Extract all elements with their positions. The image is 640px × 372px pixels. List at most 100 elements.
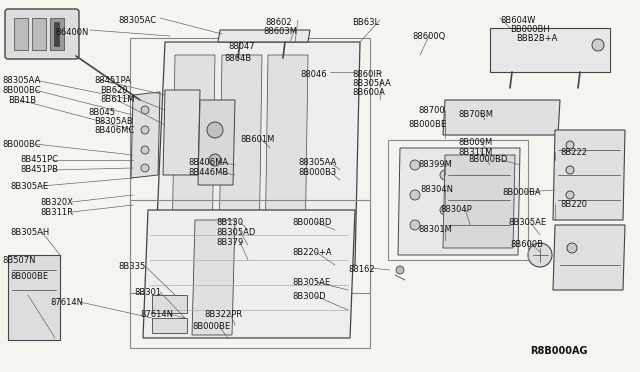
Text: 8B305AE: 8B305AE — [292, 278, 330, 287]
Text: 8B009M: 8B009M — [458, 138, 492, 147]
Bar — [14, 18, 28, 50]
Text: 88451PA: 88451PA — [94, 76, 131, 85]
Text: 8B220: 8B220 — [560, 200, 587, 209]
Text: 8B000BA: 8B000BA — [502, 188, 541, 197]
Text: 8B70BM: 8B70BM — [458, 110, 493, 119]
Text: 8B305AA: 8B305AA — [352, 79, 391, 88]
FancyBboxPatch shape — [5, 9, 79, 59]
Text: 8B611M: 8B611M — [100, 95, 134, 104]
Circle shape — [528, 243, 552, 267]
Polygon shape — [163, 90, 200, 175]
Text: 8B451PB: 8B451PB — [20, 165, 58, 174]
Text: 88600Q: 88600Q — [412, 32, 445, 41]
Circle shape — [566, 141, 574, 149]
Text: 88399M: 88399M — [418, 160, 452, 169]
Text: 88305AA: 88305AA — [2, 76, 40, 85]
Text: 8B406MC: 8B406MC — [94, 126, 134, 135]
Text: 8864B: 8864B — [224, 54, 252, 63]
Polygon shape — [490, 28, 610, 72]
Text: 88603M: 88603M — [263, 27, 297, 36]
Text: 8B305AE: 8B305AE — [10, 182, 48, 191]
Circle shape — [440, 205, 450, 215]
Text: 8860IR: 8860IR — [352, 70, 381, 79]
Circle shape — [410, 220, 420, 230]
Circle shape — [440, 170, 450, 180]
Text: 8B335: 8B335 — [118, 262, 145, 271]
Bar — [388, 140, 528, 260]
Text: 8B305AD: 8B305AD — [216, 228, 255, 237]
Text: BB000BH: BB000BH — [510, 25, 550, 34]
Polygon shape — [143, 210, 355, 338]
Bar — [152, 295, 187, 313]
Polygon shape — [172, 55, 215, 255]
Polygon shape — [8, 255, 60, 340]
Circle shape — [567, 243, 577, 253]
Text: 8B300D: 8B300D — [292, 292, 326, 301]
Polygon shape — [218, 30, 310, 42]
Text: 88700: 88700 — [418, 106, 445, 115]
Text: 8B406MA: 8B406MA — [188, 158, 228, 167]
Polygon shape — [198, 100, 235, 185]
Text: 8B301: 8B301 — [134, 288, 161, 297]
Text: 8B000BD: 8B000BD — [292, 218, 332, 227]
Text: 8B451PC: 8B451PC — [20, 155, 58, 164]
Circle shape — [410, 190, 420, 200]
Bar — [130, 200, 370, 348]
Text: 88305AA: 88305AA — [298, 158, 337, 167]
Polygon shape — [155, 42, 360, 265]
Bar — [130, 38, 370, 293]
Text: 8B000BD: 8B000BD — [468, 155, 508, 164]
Circle shape — [141, 106, 149, 114]
Text: 8B000BC: 8B000BC — [2, 86, 40, 95]
Text: 8B379: 8B379 — [216, 238, 243, 247]
Text: BB41B: BB41B — [8, 96, 36, 105]
Text: B6400N: B6400N — [55, 28, 88, 37]
Bar — [54, 22, 59, 46]
Text: 8B604W: 8B604W — [500, 16, 536, 25]
Circle shape — [141, 126, 149, 134]
Text: 87614N: 87614N — [140, 310, 173, 319]
Circle shape — [141, 164, 149, 172]
Text: 8B130: 8B130 — [216, 218, 243, 227]
Circle shape — [141, 146, 149, 154]
Circle shape — [209, 154, 221, 166]
Polygon shape — [219, 55, 262, 255]
Text: 8B601M: 8B601M — [240, 135, 275, 144]
Text: 87614N: 87614N — [50, 298, 83, 307]
Text: 8B311R: 8B311R — [40, 208, 73, 217]
Bar — [50, 18, 64, 50]
Circle shape — [410, 160, 420, 170]
Text: 8B507N: 8B507N — [2, 256, 35, 265]
Text: BBB2B+A: BBB2B+A — [516, 34, 557, 43]
Circle shape — [592, 39, 604, 51]
Text: 8B045: 8B045 — [88, 108, 115, 117]
Text: 88304N: 88304N — [420, 185, 453, 194]
Polygon shape — [192, 220, 235, 335]
Text: 8B311M: 8B311M — [458, 148, 492, 157]
Text: 88046: 88046 — [300, 70, 326, 79]
Bar — [32, 18, 46, 50]
Text: 8B000BE: 8B000BE — [10, 272, 48, 281]
Text: 8B220+A: 8B220+A — [292, 248, 332, 257]
Text: 8B000BE: 8B000BE — [408, 120, 446, 129]
Text: 88305AC: 88305AC — [118, 16, 156, 25]
Text: 88602: 88602 — [265, 18, 292, 27]
Circle shape — [566, 191, 574, 199]
Text: 88304P: 88304P — [440, 205, 472, 214]
Polygon shape — [398, 148, 520, 255]
Text: 8B305AE: 8B305AE — [508, 218, 546, 227]
Text: 8B000B3: 8B000B3 — [298, 168, 336, 177]
Polygon shape — [553, 130, 625, 220]
Circle shape — [207, 122, 223, 138]
Text: 88301M: 88301M — [418, 225, 452, 234]
Polygon shape — [553, 225, 625, 290]
Text: 8B000BE: 8B000BE — [192, 322, 230, 331]
Text: 8B446MB: 8B446MB — [188, 168, 228, 177]
Text: 8B600A: 8B600A — [352, 88, 385, 97]
Text: 88162: 88162 — [348, 265, 374, 274]
Bar — [152, 318, 187, 333]
Text: 8B320X: 8B320X — [40, 198, 73, 207]
Polygon shape — [131, 92, 160, 178]
Circle shape — [396, 266, 404, 274]
Text: 8B322PR: 8B322PR — [204, 310, 242, 319]
